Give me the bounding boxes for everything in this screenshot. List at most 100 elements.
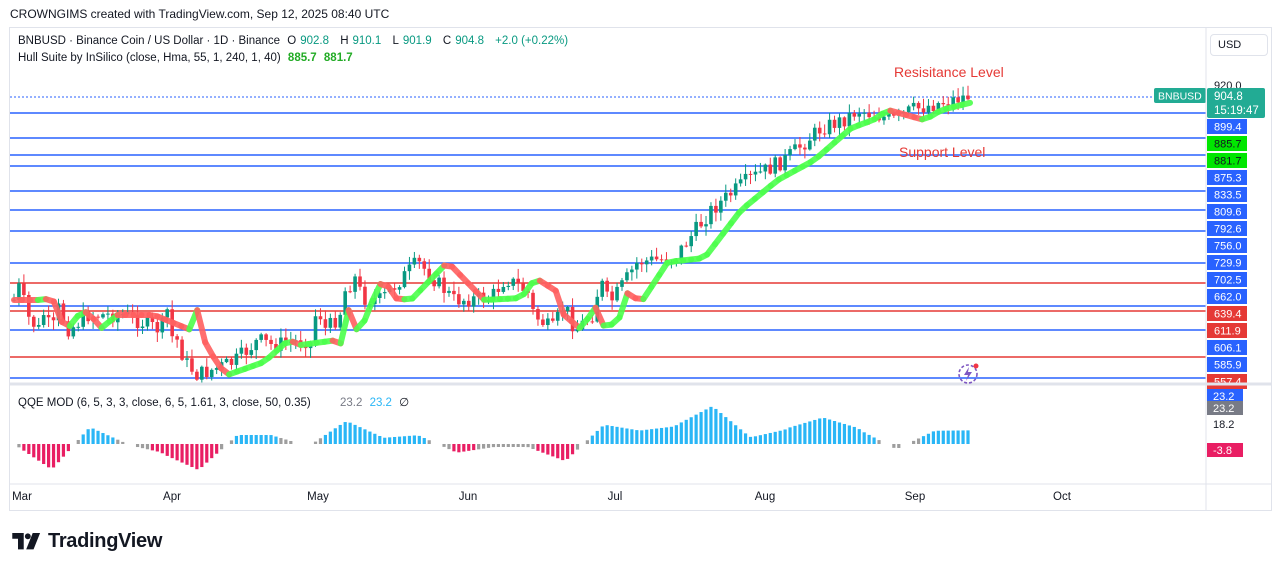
level-price-label: 585.9 (1214, 360, 1242, 372)
qqe-bar (91, 428, 95, 444)
qqe-bar (442, 444, 446, 447)
hull-segment (337, 307, 352, 347)
qqe-bar (926, 433, 931, 444)
qqe-value-3: ∅ (399, 397, 410, 409)
candle-body (649, 256, 654, 261)
qqe-bar (274, 436, 278, 444)
qqe-bar (412, 435, 416, 444)
candle-body (812, 127, 817, 141)
candle-body (694, 221, 698, 237)
qqe-bar (541, 444, 545, 453)
candle-body (17, 283, 21, 300)
candle-body (96, 316, 100, 318)
candle-body (358, 276, 362, 287)
candle-body (778, 157, 782, 171)
candle-body (348, 291, 352, 293)
candle-body (738, 179, 743, 184)
qqe-bar (328, 431, 332, 444)
qqe-bar (674, 425, 678, 444)
candle-body (506, 285, 511, 287)
candle-body (155, 322, 160, 333)
candle-body (956, 97, 960, 103)
candle-body (867, 112, 871, 118)
low-value: 901.9 (402, 35, 432, 47)
qqe-bar (56, 444, 61, 463)
candle-body (684, 245, 689, 247)
qqe-bar (239, 435, 243, 444)
qqe-bar (289, 440, 293, 444)
qqe-bar (862, 432, 866, 444)
candle-body (224, 358, 229, 363)
qqe-bar (778, 430, 782, 444)
level-price-label: 881.7 (1214, 156, 1242, 168)
candle-body (723, 192, 728, 201)
qqe-bar (694, 414, 698, 444)
candle-body (639, 262, 644, 265)
tradingview-logo[interactable]: TradingView (12, 530, 162, 553)
qqe-bar (783, 429, 787, 444)
qqe-bar (284, 439, 288, 444)
level-price-label: 662.0 (1214, 292, 1242, 304)
qqe-axis-tag (1207, 401, 1243, 415)
candle-body (150, 316, 155, 323)
candle-body (511, 278, 516, 286)
qqe-bar (946, 430, 950, 444)
candle-body (328, 317, 333, 328)
qqe-bar (393, 436, 397, 444)
qqe-bar (397, 436, 402, 444)
candle-body (27, 295, 31, 317)
candle-body (101, 314, 105, 318)
qqe-bar (516, 444, 520, 447)
candle-body (447, 290, 451, 293)
open-label: O (287, 35, 297, 47)
qqe-bar (823, 418, 827, 444)
low-label: L (392, 35, 399, 47)
candle-body (625, 272, 629, 281)
candle-body (382, 292, 387, 294)
high-label: H (340, 35, 349, 47)
candle-body (783, 155, 787, 171)
hull-segment (50, 298, 65, 325)
candle-body (546, 318, 550, 326)
candle-body (763, 164, 768, 172)
candle-body (135, 314, 140, 329)
qqe-axis-tag (1207, 389, 1243, 403)
qqe-bar (32, 444, 36, 458)
candle-body (575, 329, 580, 332)
qqe-bar (808, 421, 812, 444)
close-label: C (442, 35, 452, 47)
candle-body (412, 257, 417, 265)
candle-body (620, 280, 624, 287)
candle-body (81, 311, 86, 327)
qqe-bar (190, 444, 194, 468)
qqe-bar (496, 444, 501, 447)
candle-body (862, 112, 866, 114)
currency-button[interactable]: USD (1210, 34, 1268, 56)
candle-body (407, 264, 412, 272)
qqe-bar (788, 427, 792, 444)
qqe-bar (66, 444, 70, 452)
qqe-bar (22, 444, 26, 451)
qqe-bar (585, 440, 589, 444)
qqe-bar (81, 434, 85, 444)
candle-body (659, 259, 664, 261)
candle-body (931, 105, 936, 112)
level-price-tag (1207, 170, 1247, 185)
qqe-bar (803, 422, 807, 444)
level-price-label: 809.6 (1214, 207, 1242, 219)
candle-body (699, 221, 703, 227)
qqe-bar (195, 444, 199, 470)
candle-body (313, 316, 318, 343)
time-axis: Mar Apr May Jun Jul Aug Sep Oct (12, 491, 1072, 503)
candle-body (323, 319, 328, 328)
candle-body (733, 183, 738, 196)
candle-body (565, 306, 570, 312)
qqe-bar (368, 431, 372, 444)
level-price-tag (1207, 221, 1247, 236)
qqe-value-2: 23.2 (369, 397, 392, 409)
qqe-bar (358, 427, 362, 444)
qqe-bar (892, 444, 896, 448)
qqe-bar (37, 444, 41, 461)
candle-body (254, 339, 259, 351)
